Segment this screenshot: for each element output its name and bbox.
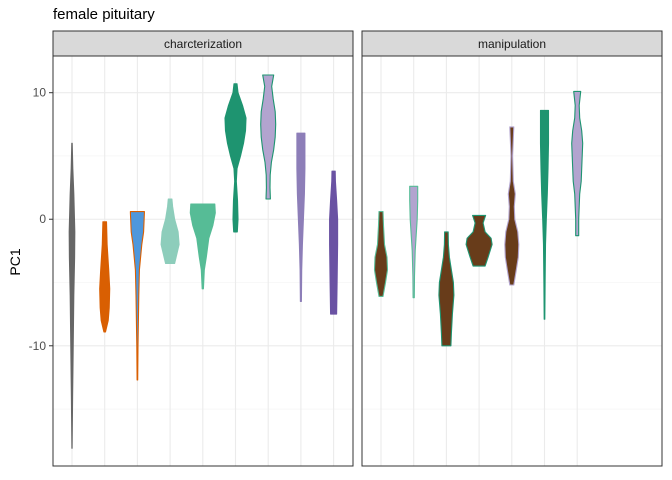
violin <box>260 74 277 200</box>
violin <box>373 211 389 297</box>
violin <box>68 142 76 449</box>
violin <box>329 170 339 315</box>
panel-border <box>361 55 663 467</box>
y-tick-label: 10 <box>33 86 47 100</box>
violin <box>438 231 455 347</box>
facet-strip <box>52 30 354 57</box>
violin <box>539 109 550 320</box>
violin <box>296 132 306 303</box>
violin <box>189 203 216 290</box>
y-axis-title: PC1 <box>7 248 23 275</box>
violin <box>571 90 584 237</box>
violin <box>465 214 493 267</box>
y-tick-label: -10 <box>29 339 47 353</box>
violin <box>504 126 520 286</box>
violin <box>160 198 180 265</box>
facet-panels: -10 0 10 charcterization manipulation <box>29 30 663 467</box>
facet-strip-label: manipulation <box>478 37 546 51</box>
violin <box>409 185 419 299</box>
y-tick-label: 0 <box>39 212 46 226</box>
violin <box>129 211 145 381</box>
facet-0: charcterization <box>52 30 354 467</box>
violin <box>224 83 247 233</box>
facet-strip <box>361 30 663 57</box>
chart-title: female pituitary <box>53 6 155 23</box>
violin <box>99 221 111 333</box>
panel-border <box>52 55 354 467</box>
facet-1: manipulation <box>361 30 663 467</box>
facet-strip-label: charcterization <box>164 37 242 51</box>
